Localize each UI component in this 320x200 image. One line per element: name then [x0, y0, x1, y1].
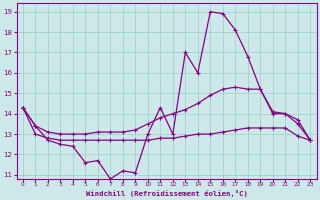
X-axis label: Windchill (Refroidissement éolien,°C): Windchill (Refroidissement éolien,°C)	[86, 190, 248, 197]
